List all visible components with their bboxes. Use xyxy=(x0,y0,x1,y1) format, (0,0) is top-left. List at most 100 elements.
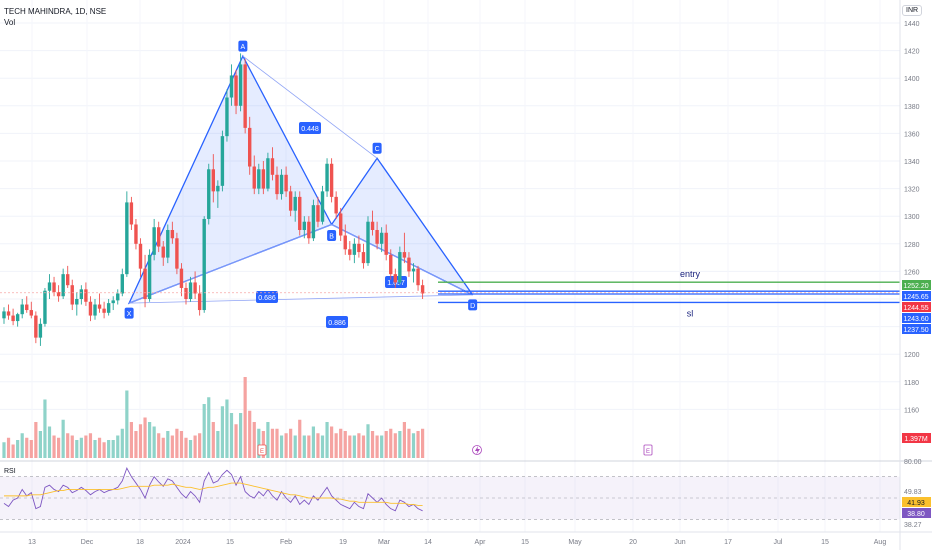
volume-bar xyxy=(84,435,88,458)
volume-bar xyxy=(279,435,284,458)
volume-bar xyxy=(289,428,293,458)
rsi-axis-bottom: 38.27 xyxy=(904,522,922,529)
volume-bar xyxy=(120,428,124,458)
volume-bar xyxy=(216,431,220,458)
volume-bar xyxy=(302,435,306,458)
level-price-badge xyxy=(902,291,931,301)
volume-bar xyxy=(389,428,393,458)
candle xyxy=(175,238,179,269)
volume-bar xyxy=(161,437,165,458)
level-price-badge xyxy=(902,302,931,312)
candle xyxy=(116,293,120,301)
volume-bar xyxy=(257,428,261,458)
candle xyxy=(407,257,411,272)
volume-bar xyxy=(2,442,6,458)
time-tick-label: 2024 xyxy=(175,539,191,546)
candle xyxy=(88,301,93,316)
candle xyxy=(389,254,393,275)
candle xyxy=(384,232,388,255)
candle xyxy=(11,315,15,322)
volume-bar xyxy=(380,435,384,458)
candle xyxy=(193,282,197,294)
volume-bar xyxy=(211,422,215,458)
pattern-ratio-label: 0.448 xyxy=(301,126,319,133)
candle xyxy=(43,290,47,324)
volume-bar xyxy=(334,433,338,458)
pattern-ratio-badge xyxy=(299,122,321,134)
candle xyxy=(29,310,33,316)
rsi-ma-line xyxy=(4,482,423,506)
volume-bar xyxy=(188,440,193,458)
time-tick-label: 15 xyxy=(226,539,234,546)
candle xyxy=(61,274,65,297)
volume-bar xyxy=(143,417,147,458)
candle xyxy=(275,174,279,195)
level-price-badge xyxy=(902,324,931,334)
volume-bar xyxy=(88,433,93,458)
flash-icon xyxy=(475,446,480,455)
candle xyxy=(411,268,416,272)
candle xyxy=(234,75,238,106)
volume-bar xyxy=(184,437,188,458)
volume-bar xyxy=(152,426,156,458)
volume-bar xyxy=(266,422,270,458)
price-tick-label: 1200 xyxy=(904,352,920,359)
rsi-label: RSI xyxy=(4,468,16,475)
volume-bar xyxy=(252,422,256,458)
candle xyxy=(134,224,138,244)
volume-label: Vol xyxy=(4,18,16,27)
candle xyxy=(188,282,193,299)
pattern-ratio-badge xyxy=(326,316,348,328)
candle xyxy=(229,75,234,98)
volume-badge xyxy=(902,433,931,443)
time-tick-label: 18 xyxy=(136,539,144,546)
time-tick-label: 17 xyxy=(724,539,732,546)
candle xyxy=(184,287,188,299)
level-price-label: 1245.65 xyxy=(903,294,928,301)
candle xyxy=(238,64,243,106)
volume-bar xyxy=(20,433,24,458)
candle xyxy=(270,158,275,175)
candle xyxy=(207,169,211,219)
volume-bar xyxy=(366,424,370,458)
volume-bar xyxy=(243,377,247,458)
volume-bar xyxy=(11,444,15,458)
volume-bars xyxy=(2,377,425,458)
candle xyxy=(161,246,165,258)
volume-bar xyxy=(38,431,42,458)
volume-bar xyxy=(43,399,47,458)
volume-bar xyxy=(198,433,202,458)
candle xyxy=(143,268,147,299)
price-tick-label: 1300 xyxy=(904,214,920,221)
volume-bar xyxy=(375,435,379,458)
candle xyxy=(15,314,20,322)
candle xyxy=(225,97,229,137)
volume-bar xyxy=(47,426,52,458)
volume-bar xyxy=(348,435,352,458)
rsi-line xyxy=(3,467,423,512)
candle xyxy=(252,166,256,189)
candle xyxy=(320,191,325,222)
candle xyxy=(361,252,366,264)
candle xyxy=(220,136,225,186)
earnings-event-marker[interactable] xyxy=(643,444,653,456)
volume-bar xyxy=(311,426,315,458)
pattern-point-x xyxy=(124,307,134,319)
candle xyxy=(416,268,420,286)
candle xyxy=(157,227,161,247)
volume-bar xyxy=(229,413,234,458)
candle xyxy=(75,299,79,305)
candle xyxy=(393,274,397,283)
volume-bar xyxy=(34,422,38,458)
currency-badge[interactable]: INR xyxy=(902,5,923,16)
volume-bar xyxy=(107,440,111,458)
candle xyxy=(243,64,247,128)
time-tick-label: Mar xyxy=(378,539,391,546)
earnings-event-marker[interactable] xyxy=(257,444,267,456)
candle xyxy=(47,282,52,291)
volume-bar xyxy=(166,431,170,458)
candle xyxy=(166,230,170,258)
candle xyxy=(284,174,288,192)
candle xyxy=(370,221,375,230)
